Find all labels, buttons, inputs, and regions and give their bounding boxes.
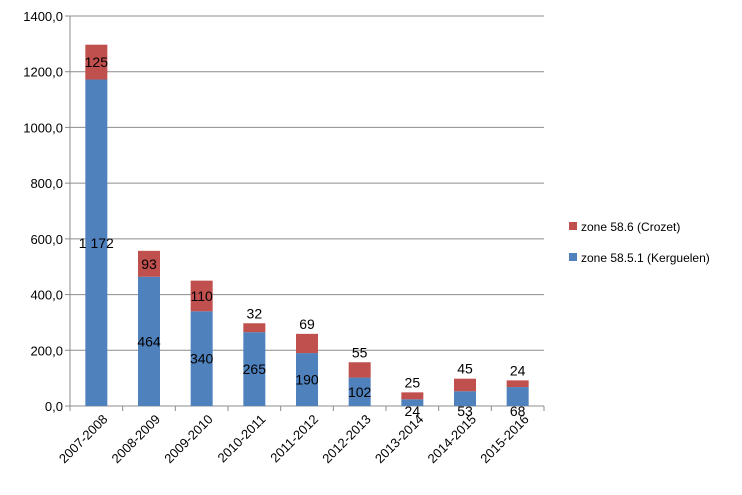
data-label-kerguelen: 68: [510, 403, 526, 419]
bar-segment: [454, 378, 476, 392]
data-label-crozet: 69: [299, 316, 315, 332]
bar-segment: [296, 333, 318, 354]
bar-segment: [190, 280, 213, 312]
legend: zone 58.6 (Crozet) zone 58.5.1 (Kerguelen…: [569, 220, 710, 265]
data-label-crozet: 24: [510, 362, 526, 378]
legend-swatch: [569, 253, 577, 261]
data-label-kerguelen: 102: [348, 384, 372, 400]
data-label-crozet: 110: [191, 288, 214, 304]
data-labels: 1 172 125 464 93 340 110 265 32 190 69 102 55 24 25 53…: [79, 54, 526, 419]
legend-swatch: [569, 222, 577, 230]
x-tick-label: 2010-2011: [215, 412, 269, 466]
y-tick-label: 0,0: [45, 399, 63, 414]
bar-segment: [138, 250, 160, 277]
x-tick-label: 2014-2015: [425, 412, 480, 467]
bar-segment: [401, 399, 424, 406]
data-label-kerguelen: 24: [405, 403, 421, 419]
data-label-crozet: 45: [457, 361, 473, 377]
y-tick-label: 600,0: [30, 232, 63, 247]
data-label-crozet: 25: [405, 374, 421, 390]
bar-segment: [401, 392, 424, 400]
x-tick-label: 2012-2013: [319, 412, 374, 467]
bar-segment: [348, 377, 371, 406]
x-tick-label: 2015-2016: [477, 412, 532, 467]
bar-segment: [85, 79, 108, 406]
data-label-kerguelen: 190: [295, 372, 319, 388]
bar-segment: [190, 311, 213, 406]
bar-segment: [243, 323, 266, 333]
data-label-kerguelen: 464: [137, 333, 161, 349]
bar-segment: [85, 44, 108, 80]
bar-segment: [506, 387, 529, 406]
x-tick-label: 2013-2014: [372, 412, 427, 467]
bar-segment: [138, 276, 160, 406]
legend-label: zone 58.5.1 (Kerguelen): [581, 251, 710, 265]
data-label-kerguelen: 1 172: [79, 235, 114, 251]
x-tick-label: 2009-2010: [161, 412, 216, 467]
bars: [85, 44, 529, 406]
y-tick-label: 400,0: [30, 288, 63, 303]
x-tick-label: 2011-2012: [267, 412, 321, 466]
data-label-kerguelen: 53: [457, 403, 473, 419]
data-label-crozet: 125: [85, 54, 109, 70]
x-tick-label: 2008-2009: [109, 412, 164, 467]
bar-segment: [454, 391, 476, 406]
data-label-crozet: 93: [141, 256, 157, 272]
data-label-kerguelen: 265: [243, 361, 267, 377]
y-tick-label: 800,0: [30, 176, 63, 191]
y-tick-label: 1000,0: [23, 120, 63, 135]
y-tick-label: 1200,0: [23, 65, 63, 80]
bar-segment: [296, 353, 318, 406]
legend-label: zone 58.6 (Crozet): [581, 220, 680, 234]
y-tick-label: 1400,0: [23, 9, 63, 24]
y-tick-label: 200,0: [30, 343, 63, 358]
data-label-crozet: 55: [352, 344, 368, 360]
data-label-kerguelen: 340: [190, 351, 214, 367]
bar-segment: [243, 332, 266, 406]
x-tick-label: 2007-2008: [56, 412, 111, 467]
bar-segment: [506, 380, 529, 388]
bar-segment: [348, 362, 371, 378]
data-label-crozet: 32: [247, 305, 263, 321]
